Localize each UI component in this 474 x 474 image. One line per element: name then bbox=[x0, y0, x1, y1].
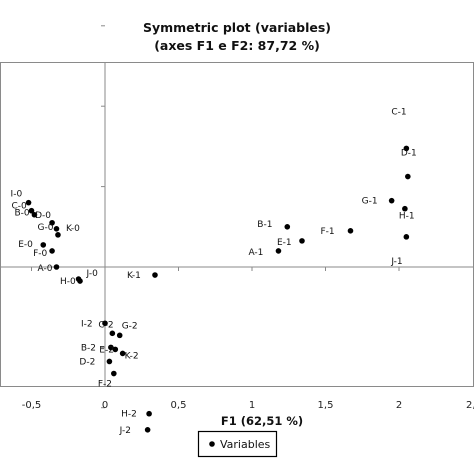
point-label: G-0 bbox=[37, 223, 53, 233]
point-label: H-1 bbox=[399, 212, 415, 222]
data-point bbox=[49, 248, 55, 254]
point-label: H-0 bbox=[60, 277, 76, 287]
data-point bbox=[25, 199, 32, 206]
data-point bbox=[152, 272, 158, 278]
point-label: D-2 bbox=[79, 357, 95, 367]
legend-marker bbox=[209, 441, 215, 447]
point-label: I-2 bbox=[81, 319, 93, 329]
point-label: E-2 bbox=[99, 345, 114, 355]
data-point bbox=[402, 205, 408, 212]
x-tick-label: 1,5 bbox=[318, 400, 334, 411]
point-label: F-1 bbox=[320, 227, 334, 237]
data-point bbox=[106, 358, 113, 365]
x-tick-label: 0 bbox=[102, 400, 108, 411]
data-point bbox=[347, 228, 354, 234]
data-point bbox=[284, 224, 291, 230]
point-label: J-2 bbox=[119, 426, 131, 436]
point-label: F-0 bbox=[33, 249, 47, 259]
x-tick-labels: -0,5 0 0,5 1 1,5 2 2, bbox=[22, 400, 474, 411]
data-point bbox=[40, 242, 47, 248]
x-tick-label: 0,5 bbox=[171, 400, 187, 411]
point-label: B-2 bbox=[81, 343, 96, 353]
point-label: F-2 bbox=[98, 380, 112, 390]
data-point bbox=[388, 197, 395, 204]
point-label: B-1 bbox=[257, 220, 272, 230]
points-layer: I-0 C-0B-0 D-0 G-0 K-0 E-0F-0 A-0 J-0 H-0 K-1 B-1 E… bbox=[11, 107, 417, 435]
data-point bbox=[31, 211, 38, 218]
x-tick-label: 2, bbox=[466, 400, 474, 411]
data-point bbox=[109, 330, 116, 337]
point-label: G-1 bbox=[362, 197, 378, 207]
data-point bbox=[112, 346, 119, 353]
point-label: G-2 bbox=[122, 321, 138, 331]
x-tick-label: 2 bbox=[396, 400, 402, 411]
data-point bbox=[275, 248, 282, 254]
data-point bbox=[102, 320, 108, 327]
point-label: J-0 bbox=[86, 269, 99, 279]
x-axis-title: F1 (62,51 %) bbox=[221, 414, 303, 428]
data-point bbox=[53, 264, 60, 270]
data-point bbox=[403, 145, 410, 152]
data-point bbox=[146, 410, 152, 417]
chart-subtitle: (axes F1 e F2: 87,72 %) bbox=[154, 38, 320, 53]
data-point bbox=[144, 427, 151, 433]
point-label: I-0 bbox=[11, 190, 23, 200]
point-label: K-2 bbox=[125, 351, 139, 361]
data-point bbox=[403, 234, 410, 240]
legend-label: Variables bbox=[220, 438, 271, 451]
data-point bbox=[77, 278, 83, 284]
point-label: C-0 bbox=[12, 202, 28, 212]
data-point bbox=[299, 238, 305, 244]
data-point bbox=[405, 173, 411, 180]
chart-title: Symmetric plot (variables) bbox=[143, 20, 331, 35]
data-point bbox=[55, 232, 61, 238]
data-point bbox=[53, 226, 60, 232]
point-label: E-0 bbox=[18, 240, 33, 250]
axes-layer bbox=[0, 25, 474, 409]
point-label: A-0 bbox=[37, 264, 52, 274]
point-label: E-1 bbox=[277, 238, 292, 248]
data-point bbox=[111, 370, 117, 377]
point-label: C-1 bbox=[391, 107, 406, 117]
x-tick-label: -0,5 bbox=[22, 400, 42, 411]
point-label: J-1 bbox=[390, 257, 402, 267]
point-label: A-1 bbox=[248, 248, 263, 258]
point-label: K-0 bbox=[66, 224, 80, 234]
point-label: K-1 bbox=[127, 271, 141, 281]
point-label: D-0 bbox=[35, 211, 51, 221]
point-label: C-2 bbox=[98, 320, 113, 330]
data-point bbox=[119, 350, 126, 357]
point-label: B-0 bbox=[14, 209, 29, 219]
data-point bbox=[116, 332, 123, 339]
point-label: H-2 bbox=[121, 410, 137, 420]
data-point bbox=[49, 219, 55, 226]
point-label: D-1 bbox=[401, 149, 417, 159]
data-point bbox=[108, 344, 114, 351]
legend: Variables bbox=[197, 430, 278, 458]
data-point bbox=[28, 207, 35, 214]
x-tick-label: 1 bbox=[249, 400, 255, 411]
